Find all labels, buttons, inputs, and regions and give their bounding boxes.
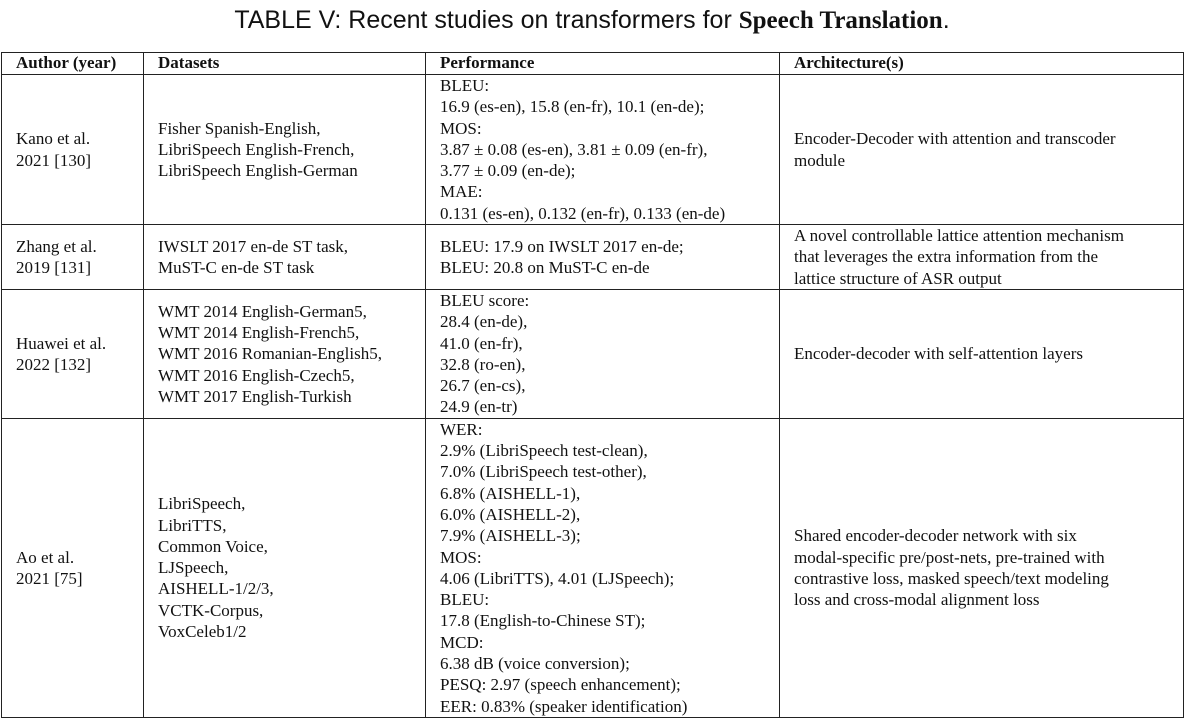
datasets-line: IWSLT 2017 en-de ST task, (158, 236, 348, 256)
author-line: Zhang et al. (16, 236, 97, 256)
datasets-line: AISHELL-1/2/3, (158, 579, 274, 599)
datasets-line: Common Voice, (158, 536, 268, 556)
header-architecture: Architecture(s) (779, 52, 1184, 75)
performance-line: 4.06 (LibriTTS), 4.01 (LJSpeech); (440, 568, 675, 588)
author-line: Ao et al. (16, 547, 75, 567)
architecture-cell: Encoder-Decoder with attention and trans… (779, 73, 1184, 226)
table-body: Kano et al. 2021 [130] Fisher Spanish-Engl… (1, 73, 1184, 718)
datasets-cell: LibriSpeech, LibriTTS, Common Voice, LJSpee… (143, 417, 426, 718)
author-line: Kano et al. (16, 129, 91, 149)
performance-cell: BLEU: 16.9 (es-en), 15.8 (en-fr), 10.1 (e… (425, 73, 780, 226)
performance-line: 16.9 (es-en), 15.8 (en-fr), 10.1 (en-de)… (440, 97, 705, 117)
table-caption: TABLE V: Recent studies on transformers … (0, 4, 1184, 37)
performance-line: 2.9% (LibriSpeech test-clean), (440, 441, 648, 461)
architecture-cell: Encoder-decoder with self-attention laye… (779, 288, 1184, 419)
performance-line: 6.0% (AISHELL-2), (440, 504, 581, 524)
architecture-line: Shared encoder-decoder network with six (794, 526, 1077, 546)
performance-line: 32.8 (ro-en), (440, 354, 526, 374)
performance-line: BLEU: (440, 76, 490, 95)
architecture-line: module (794, 150, 845, 170)
performance-line: 6.38 dB (voice conversion); (440, 654, 630, 674)
performance-line: MOS: (440, 118, 482, 138)
datasets-line: LJSpeech, (158, 558, 229, 578)
author-line: 2022 [132] (16, 354, 92, 374)
author-cell: Huawei et al. 2022 [132] (1, 288, 144, 419)
header-performance: Performance (425, 52, 780, 75)
datasets-line: LibriSpeech English-French, (158, 139, 355, 159)
datasets-cell: WMT 2014 English-German5, WMT 2014 Englis… (143, 288, 426, 419)
architecture-line: that leverages the extra information fro… (794, 247, 1098, 267)
performance-line: 7.9% (AISHELL-3); (440, 526, 581, 546)
performance-line: BLEU score: (440, 290, 530, 310)
performance-line: 17.8 (English-to-Chinese ST); (440, 611, 646, 631)
architecture-line: Encoder-Decoder with attention and trans… (794, 129, 1116, 149)
performance-line: 28.4 (en-de), (440, 312, 528, 332)
datasets-line: VCTK-Corpus, (158, 600, 264, 620)
performance-cell: BLEU score: 28.4 (en-de), 41.0 (en-fr), 32.… (425, 288, 780, 419)
table-row: Zhang et al. 2019 [131] IWSLT 2017 en-de S… (1, 224, 1184, 290)
performance-line: 0.131 (es-en), 0.132 (en-fr), 0.133 (en-… (440, 203, 726, 223)
author-line: 2021 [75] (16, 568, 83, 588)
datasets-line: LibriSpeech, (158, 494, 246, 514)
performance-line: PESQ: 2.97 (speech enhancement); (440, 675, 681, 695)
header-row: Author (year) Datasets Performance Archi… (1, 52, 1184, 75)
performance-line: MOS: (440, 547, 482, 567)
architecture-line: A novel controllable lattice attention m… (794, 226, 1124, 246)
architecture-cell: A novel controllable lattice attention m… (779, 224, 1184, 290)
performance-line: BLEU: 20.8 on MuST-C en-de (440, 258, 650, 278)
performance-cell: BLEU: 17.9 on IWSLT 2017 en-de; BLEU: 20.… (425, 224, 780, 290)
author-cell: Zhang et al. 2019 [131] (1, 224, 144, 290)
datasets-line: Fisher Spanish-English, (158, 118, 321, 138)
performance-line: MAE: (440, 182, 483, 202)
performance-line: 24.9 (en-tr) (440, 397, 518, 417)
datasets-line: WMT 2016 English-Czech5, (158, 365, 355, 385)
header-author: Author (year) (1, 52, 144, 75)
studies-table: Author (year) Datasets Performance Archi… (1, 52, 1184, 718)
performance-line: 6.8% (AISHELL-1), (440, 483, 581, 503)
performance-cell: WER: 2.9% (LibriSpeech test-clean), 7.0% (… (425, 417, 780, 718)
architecture-line: lattice structure of ASR output (794, 268, 1002, 288)
datasets-line: WMT 2014 English-German5, (158, 301, 367, 321)
datasets-line: WMT 2017 English-Turkish (158, 386, 352, 406)
performance-line: 7.0% (LibriSpeech test-other), (440, 462, 647, 482)
architecture-line: modal-specific pre/post-nets, pre-traine… (794, 547, 1105, 567)
table-row: Kano et al. 2021 [130] Fisher Spanish-Engl… (1, 73, 1184, 226)
performance-line: WER: (440, 419, 483, 439)
architecture-line: Encoder-decoder with self-attention laye… (794, 344, 1084, 364)
architecture-cell: Shared encoder-decoder network with six m… (779, 417, 1184, 718)
datasets-cell: Fisher Spanish-English, LibriSpeech Engli… (143, 73, 426, 226)
performance-line: BLEU: (440, 590, 490, 610)
author-line: Huawei et al. (16, 333, 107, 353)
author-line: 2021 [130] (16, 150, 92, 170)
performance-line: 3.87 ± 0.08 (es-en), 3.81 ± 0.09 (en-fr)… (440, 139, 708, 159)
table-row: Ao et al. 2021 [75] LibriSpeech, LibriTTS, C… (1, 417, 1184, 718)
author-cell: Ao et al. 2021 [75] (1, 417, 144, 718)
architecture-line: loss and cross-modal alignment loss (794, 590, 1040, 610)
datasets-line: VoxCeleb1/2 (158, 622, 247, 642)
datasets-cell: IWSLT 2017 en-de ST task, MuST-C en-de ST… (143, 224, 426, 290)
datasets-line: WMT 2014 English-French5, (158, 322, 360, 342)
header-datasets: Datasets (143, 52, 426, 75)
performance-line: 41.0 (en-fr), (440, 333, 523, 353)
caption-bold: Speech Translation (738, 7, 943, 34)
datasets-line: WMT 2016 Romanian-English5, (158, 344, 382, 364)
datasets-line: MuST-C en-de ST task (158, 258, 315, 278)
table-row: Huawei et al. 2022 [132] WMT 2014 English-… (1, 288, 1184, 419)
performance-line: MCD: (440, 632, 484, 652)
performance-line: 3.77 ± 0.09 (en-de); (440, 161, 576, 181)
performance-line: BLEU: 17.9 on IWSLT 2017 en-de; (440, 236, 684, 256)
datasets-line: LibriTTS, (158, 515, 227, 535)
datasets-line: LibriSpeech English-German (158, 161, 358, 181)
author-line: 2019 [131] (16, 258, 92, 278)
caption-suffix: . (942, 6, 950, 34)
author-cell: Kano et al. 2021 [130] (1, 73, 144, 226)
caption-prefix: TABLE V: Recent studies on transformers … (234, 6, 739, 34)
performance-line: 26.7 (en-cs), (440, 376, 526, 396)
architecture-line: contrastive loss, masked speech/text mod… (794, 568, 1109, 588)
performance-line: EER: 0.83% (speaker identification) (440, 696, 688, 716)
